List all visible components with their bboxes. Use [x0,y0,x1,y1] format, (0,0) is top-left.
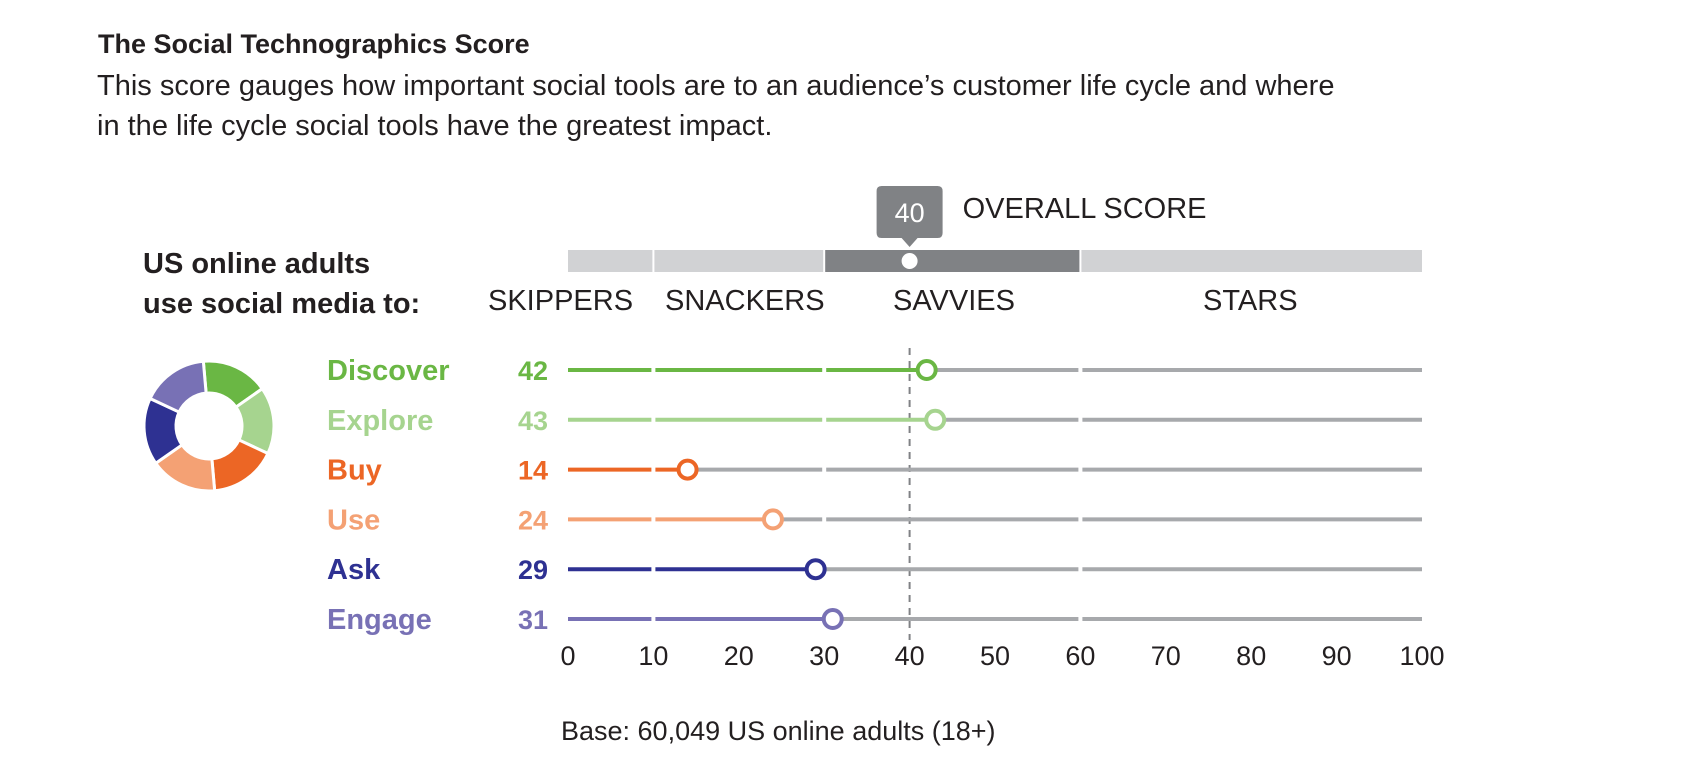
base-footnote: Base: 60,049 US online adults (18+) [561,716,996,746]
x-tick-label: 30 [809,641,839,671]
segment-band-snackers [654,250,824,272]
row-value: 14 [518,456,548,486]
row-ask: Ask 29 [327,554,1422,586]
row-value: 24 [518,505,548,535]
x-tick-label: 20 [724,641,754,671]
audience-label-line2: use social media to: [143,288,420,320]
row-label: Explore [327,405,433,437]
segment-band-skippers [568,250,653,272]
overall-score-value: 40 [895,198,925,228]
x-tick-label: 50 [980,641,1010,671]
x-tick-label: 40 [895,641,925,671]
chart-subtitle-line2: in the life cycle social tools have the … [97,110,772,142]
row-engage: Engage 31 [327,604,1422,636]
row-label: Engage [327,604,432,636]
overall-score-label: OVERALL SCORE [963,193,1207,225]
row-dot [915,359,938,381]
lifecycle-donut [142,359,276,493]
chart-title: The Social Technographics Score [98,29,530,59]
row-label: Buy [327,455,382,487]
segment-label-stars: STARS [1203,285,1298,317]
row-value: 43 [518,406,548,436]
overall-score-bubble [876,186,943,247]
segment-band-stars [1081,250,1422,272]
x-tick-label: 70 [1151,641,1181,671]
row-discover: Discover 42 [327,355,1422,387]
x-tick-label: 80 [1236,641,1266,671]
x-tick-label: 60 [1065,641,1095,671]
rows: Discover 42 Explore 43 Buy 14 Use 24 Ask 29 Engage… [327,355,1422,636]
overall-score-marker: 40 OVERALL SCORE [876,186,1207,269]
row-buy: Buy 14 [327,455,1422,487]
x-tick-label: 100 [1399,641,1444,671]
segment-label-snackers: SNACKERS [665,285,825,317]
row-value: 42 [518,356,548,386]
row-dot [761,508,784,531]
x-tick-label: 0 [560,641,575,671]
row-dot [821,608,844,630]
row-value: 29 [518,555,548,585]
row-dot [676,458,699,481]
row-explore: Explore 43 [327,405,1422,437]
x-tick-label: 90 [1322,641,1352,671]
segment-band-savvies [825,250,1080,272]
row-dot [924,408,947,431]
row-use: Use 24 [327,504,1422,536]
x-axis-ticks: 0 10 20 30 40 50 60 70 80 90 100 [560,641,1444,671]
segment-label-savvies: SAVVIES [893,285,1015,317]
segment-bands [568,250,1422,272]
overall-score-dot [901,253,918,269]
segment-labels: SKIPPERS SNACKERS SAVVIES STARS [488,285,1298,317]
row-label: Use [327,504,380,536]
row-value: 31 [518,605,548,635]
row-label: Discover [327,355,450,387]
segment-label-skippers: SKIPPERS [488,285,633,317]
chart-subtitle-line1: This score gauges how important social t… [97,70,1334,102]
row-dot [804,558,827,581]
donut-slice-engage [148,359,208,415]
row-label: Ask [327,554,381,586]
audience-label-line1: US online adults [143,248,370,280]
x-tick-label: 10 [638,641,668,671]
